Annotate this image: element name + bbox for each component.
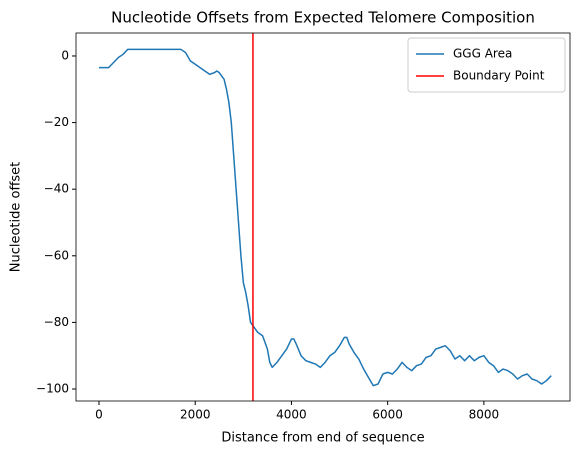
legend-label: Boundary Point [453,69,545,83]
y-tick-label: −80 [44,315,69,329]
data-line [99,48,552,387]
legend-label: GGG Area [453,47,512,61]
legend-box [407,37,566,93]
x-tick-label: 2000 [180,408,211,422]
chart-title: Nucleotide Offsets from Expected Telomer… [111,9,535,27]
y-tick-label: −40 [44,182,69,196]
x-tick-label: 4000 [276,408,307,422]
plot-frame [75,32,571,402]
x-tick-label: 0 [95,408,103,422]
y-tick-label: −60 [44,248,69,262]
x-tick-label: 8000 [469,408,500,422]
y-axis-label: Nucleotide offset [9,162,24,273]
x-axis-label: Distance from end of sequence [221,431,424,446]
x-tick-label: 6000 [372,408,403,422]
y-tick-label: 0 [61,48,69,62]
y-tick-label: −100 [36,382,69,396]
y-tick-label: −20 [44,115,69,129]
